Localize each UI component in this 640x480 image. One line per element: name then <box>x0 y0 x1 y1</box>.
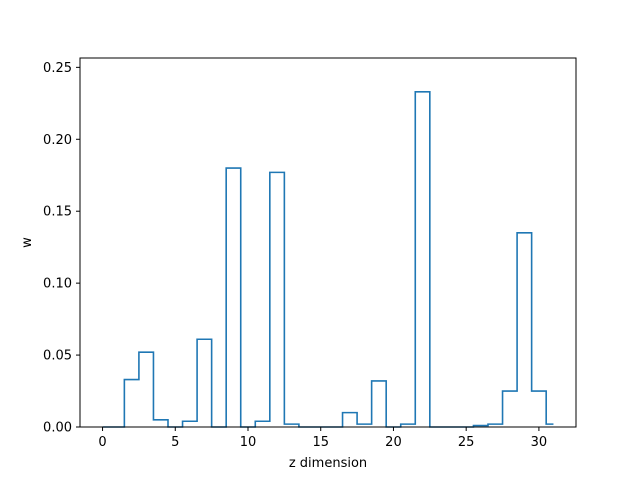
axes-frame <box>79 57 577 428</box>
y-tick-label: 0.20 <box>43 133 72 148</box>
x-tick-label: 0 <box>98 435 106 450</box>
axes: 0 5 10 15 20 25 30 0.00 0.05 0.10 0.15 0.20 0.25 <box>43 57 577 450</box>
y-axis-label: w <box>20 237 35 248</box>
x-tick-label: 5 <box>171 435 179 450</box>
y-tick-label: 0.05 <box>43 349 72 364</box>
y-tick-label: 0.15 <box>43 205 72 220</box>
y-tick-label: 0.00 <box>43 421 72 436</box>
x-tick-label: 30 <box>531 435 548 450</box>
y-tick-label: 0.25 <box>43 61 72 76</box>
x-tick-label: 10 <box>240 435 257 450</box>
x-tick-label: 20 <box>385 435 402 450</box>
x-axis-label: z dimension <box>289 456 367 471</box>
x-tick-label: 15 <box>312 435 329 450</box>
x-tick-label: 25 <box>458 435 475 450</box>
y-tick-label: 0.10 <box>43 277 72 292</box>
